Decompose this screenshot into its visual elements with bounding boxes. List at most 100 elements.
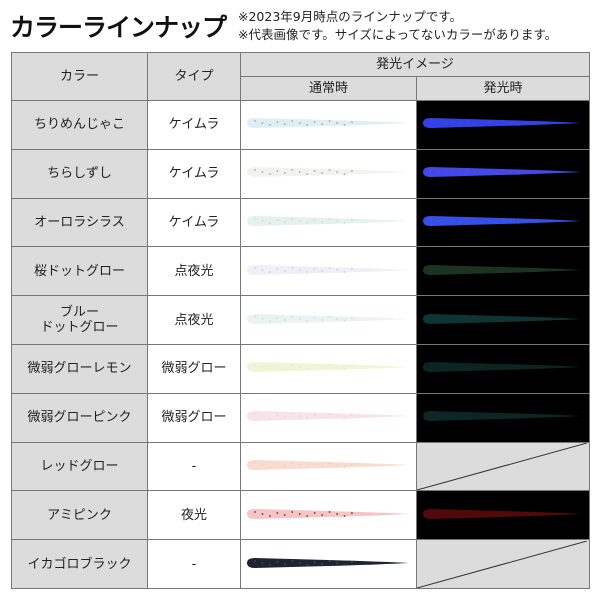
speckle: [351, 316, 353, 319]
glowing-worm-image: [423, 215, 581, 226]
speckle: [495, 123, 498, 126]
speckle: [261, 366, 264, 369]
speckle: [524, 267, 527, 270]
speckle: [517, 173, 520, 176]
table-row: 微弱グローレモン 微弱グロー: [11, 343, 590, 394]
glowing-worm-image: [423, 118, 581, 129]
worm-image: [247, 557, 409, 568]
worm-image: [247, 411, 409, 422]
speckle: [510, 171, 513, 174]
speckle: [254, 559, 256, 562]
speckle: [254, 315, 256, 318]
speckle: [502, 120, 505, 123]
speckle: [343, 417, 346, 420]
speckle: [343, 124, 346, 127]
speckle: [276, 170, 279, 173]
speckle: [430, 266, 432, 269]
speckle: [298, 561, 301, 564]
speckle: [276, 560, 279, 563]
speckle: [313, 170, 316, 173]
speckle: [321, 562, 324, 565]
speckle: [430, 218, 432, 220]
speckle: [473, 268, 476, 271]
speckle: [254, 462, 256, 464]
speckle: [313, 560, 316, 563]
speckle: [481, 124, 483, 127]
color-name: アミピンク: [11, 490, 148, 541]
speckle: [517, 514, 520, 517]
glow-image: [416, 246, 590, 297]
normal-image: [240, 539, 417, 589]
speckle: [313, 414, 316, 417]
speckle: [298, 220, 301, 222]
speckle: [298, 366, 301, 369]
speckle: [481, 270, 483, 273]
speckle: [473, 220, 476, 222]
normal-image: [240, 343, 417, 394]
speckle: [510, 366, 513, 369]
table-row: 桜ドットグロー 点夜光: [11, 246, 590, 297]
speckle: [283, 465, 286, 467]
speckle: [502, 266, 505, 269]
speckle: [437, 122, 440, 125]
color-name: ちりめんじゃこ: [11, 100, 148, 150]
type: -: [147, 441, 241, 492]
table-row: レッドグロー -: [11, 441, 590, 492]
speckle: [306, 319, 309, 322]
speckle: [343, 368, 346, 371]
speckle: [254, 413, 256, 416]
speckle: [269, 319, 271, 322]
speckle: [488, 219, 491, 221]
speckle: [495, 513, 498, 516]
speckle: [313, 121, 316, 124]
speckle: [328, 559, 331, 562]
glowing-worm-image: [423, 313, 581, 324]
normal-image: [240, 295, 417, 345]
speckle: [517, 319, 520, 322]
speckle: [269, 270, 271, 273]
speckle: [276, 267, 279, 270]
speckle: [466, 169, 469, 172]
speckle: [517, 417, 520, 420]
speckle: [291, 462, 294, 464]
speckle: [466, 315, 469, 318]
speckle: [298, 171, 301, 174]
speckle: [451, 365, 454, 368]
speckle: [524, 414, 527, 417]
speckle: [306, 417, 309, 420]
speckle: [291, 364, 294, 367]
speckle: [254, 510, 256, 513]
worm-image: [247, 459, 409, 470]
speckle: [276, 463, 279, 465]
worm-image: [247, 215, 409, 226]
note-representative-image: ※代表画像です。サイズによってないカラーがあります。: [238, 27, 558, 42]
glowing-worm-image: [423, 411, 581, 422]
speckle: [437, 317, 440, 320]
speckle: [351, 219, 353, 221]
no-glow-image: [416, 441, 590, 492]
speckle: [495, 416, 498, 419]
speckle: [261, 220, 264, 222]
page-title: カラーラインナップ: [10, 13, 227, 42]
speckle: [261, 317, 264, 320]
speckle: [313, 316, 316, 319]
speckle: [459, 416, 462, 419]
type: ケイムラ: [147, 197, 241, 248]
worm-image: [247, 313, 409, 324]
speckle: [466, 413, 469, 416]
speckle: [283, 221, 286, 223]
speckle: [473, 415, 476, 418]
glowing-worm-image: [423, 362, 581, 373]
speckle: [430, 364, 432, 367]
type: 点夜光: [147, 246, 241, 297]
speckle: [510, 317, 513, 320]
speckle: [517, 368, 520, 371]
speckle: [269, 222, 271, 224]
speckle: [524, 121, 527, 124]
speckle: [321, 318, 324, 321]
speckle: [451, 511, 454, 514]
speckle: [306, 222, 309, 224]
speckle: [502, 315, 505, 318]
worm-image: [247, 362, 409, 373]
speckle: [351, 170, 353, 173]
